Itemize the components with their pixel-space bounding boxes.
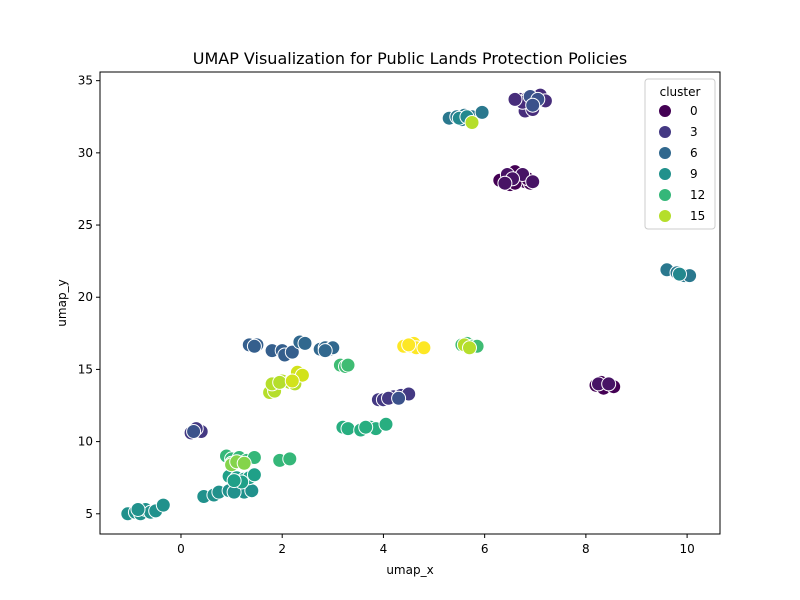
y-axis-label: umap_y: [55, 279, 69, 326]
legend-marker: [658, 125, 672, 139]
legend-marker: [658, 209, 672, 223]
y-tick-label: 35: [78, 74, 93, 88]
data-point-cluster-10: [226, 473, 242, 489]
y-tick-label: 20: [78, 290, 93, 304]
data-point-cluster-6: [297, 335, 313, 351]
x-tick-label: 2: [278, 542, 286, 556]
data-point-cluster-5: [246, 338, 262, 354]
legend: cluster 0 3 6 9 12 15: [644, 78, 716, 230]
legend-marker: [658, 146, 672, 160]
legend-label: 12: [690, 188, 705, 202]
x-tick-label: 8: [582, 542, 590, 556]
x-axis-label: umap_x: [386, 563, 433, 577]
data-point-cluster-17: [416, 340, 432, 356]
data-point-cluster-9: [130, 502, 146, 517]
data-point-cluster-16: [284, 373, 300, 389]
y-tick-label: 25: [78, 218, 93, 232]
data-point-cluster-9: [155, 497, 171, 513]
legend-marker: [658, 104, 672, 118]
y-tick-label: 10: [78, 435, 93, 449]
y-axis: 5 10 15 20 25 30 35: [78, 74, 100, 521]
x-axis: 0 2 4 6 8 10: [177, 534, 695, 556]
legend-label: 3: [690, 125, 698, 139]
data-point-cluster-2: [507, 91, 523, 107]
data-point-cluster-13: [340, 357, 356, 373]
data-point-cluster-15: [464, 115, 480, 130]
data-point-cluster-11: [378, 416, 394, 432]
data-point-cluster-14: [236, 455, 252, 471]
data-point-cluster-8: [672, 266, 687, 282]
legend-marker: [658, 188, 672, 202]
data-point-cluster-1: [525, 174, 541, 190]
y-tick-label: 5: [85, 507, 93, 521]
legend-marker: [658, 167, 672, 181]
y-tick-label: 30: [78, 146, 93, 160]
data-point-cluster-4: [186, 424, 202, 439]
legend-entries: 0 3 6 9 12 15: [658, 104, 705, 223]
data-point-cluster-15: [462, 340, 477, 356]
data-point-cluster-12: [282, 451, 298, 467]
legend-label: 6: [690, 146, 698, 160]
data-point-cluster-10: [246, 467, 262, 483]
x-tick-label: 4: [380, 542, 388, 556]
plot-frame: [99, 71, 721, 535]
data-point-cluster-4: [525, 97, 541, 113]
data-point-cluster-4: [391, 390, 407, 406]
legend-label: 15: [690, 209, 705, 223]
legend-label: 9: [690, 167, 698, 181]
x-tick-label: 10: [679, 542, 694, 556]
chart-title: UMAP Visualization for Public Lands Prot…: [193, 49, 628, 68]
data-point-cluster-17: [401, 337, 417, 353]
data-point-cluster-7: [474, 104, 490, 120]
data-point-cluster-15: [272, 374, 288, 390]
legend-label: 0: [690, 104, 698, 118]
data-point-cluster-11: [358, 419, 374, 435]
x-tick-label: 0: [177, 542, 185, 556]
legend-title: cluster: [660, 85, 701, 99]
data-point-cluster-5: [284, 344, 300, 360]
points-layer: [120, 87, 698, 522]
data-point-cluster-1: [497, 175, 513, 191]
y-tick-label: 15: [78, 362, 93, 376]
data-point-cluster-6: [317, 343, 333, 359]
legend-box: [644, 78, 716, 230]
data-point-cluster-11: [340, 421, 356, 437]
x-tick-label: 6: [481, 542, 489, 556]
data-point-cluster-1: [601, 376, 617, 392]
